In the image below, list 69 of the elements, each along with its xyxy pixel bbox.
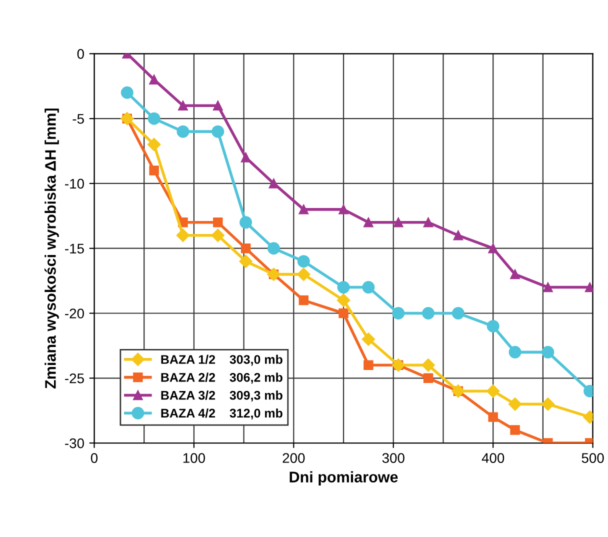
point: [240, 216, 252, 229]
point: [510, 269, 520, 280]
point: [362, 332, 376, 346]
point: [149, 166, 159, 176]
point: [362, 281, 375, 294]
point: [364, 218, 374, 228]
y-tick-label: -30: [65, 438, 84, 448]
x-tick-label: 0: [90, 453, 98, 463]
point: [423, 373, 434, 383]
point: [392, 307, 405, 320]
point: [120, 86, 134, 99]
point: [213, 218, 223, 228]
y-tick-label: 0: [77, 49, 84, 59]
point: [147, 138, 161, 152]
point: [423, 218, 434, 228]
point: [486, 384, 500, 398]
point: [297, 268, 310, 281]
point: [211, 228, 224, 242]
point: [486, 320, 500, 332]
legend-label: BAZA 1/2 303,0 mb: [161, 354, 282, 366]
x-tick-label: 400: [482, 453, 504, 463]
x-axis-title: Dni pomiarowe: [290, 471, 398, 486]
point: [541, 398, 555, 411]
point: [148, 112, 160, 125]
point: [176, 125, 190, 138]
point: [543, 282, 553, 292]
y-axis-title: Zmiana wysokości wyrobiska ΔH [mm]: [44, 108, 59, 389]
point: [508, 398, 522, 411]
point: [542, 346, 554, 358]
point: [338, 204, 348, 214]
y-tick-label: -10: [65, 178, 84, 189]
point: [240, 152, 251, 162]
point: [336, 294, 350, 307]
point: [240, 244, 251, 254]
y-tick-label: -15: [65, 244, 84, 254]
point: [267, 242, 280, 255]
point: [239, 254, 252, 268]
point: [422, 307, 435, 320]
y-tick-label: -25: [65, 373, 84, 384]
point: [364, 360, 374, 370]
point: [268, 178, 279, 188]
legend-label: BAZA 2/2 306,2 mb: [161, 372, 282, 384]
point: [394, 218, 404, 228]
point: [176, 228, 190, 242]
point: [584, 282, 593, 292]
point: [488, 244, 498, 254]
point: [338, 308, 348, 318]
point: [453, 230, 464, 240]
point: [298, 204, 308, 214]
legend-label: BAZA 3/2 309,3 mb: [161, 390, 282, 402]
point: [297, 255, 310, 268]
point: [212, 125, 224, 138]
point: [149, 74, 159, 85]
y-tick-label: -20: [65, 308, 84, 318]
legend-label: BAZA 4/2 312,0 mb: [161, 408, 282, 420]
point: [510, 425, 520, 435]
x-tick-label: 300: [382, 453, 404, 463]
point: [337, 281, 350, 294]
point: [488, 412, 498, 422]
point: [213, 100, 223, 110]
point: [422, 358, 435, 372]
x-tick-label: 100: [183, 453, 205, 463]
y-tick-label: -5: [72, 114, 84, 124]
point: [298, 295, 308, 306]
point: [508, 346, 522, 358]
point: [178, 100, 188, 110]
x-tick-label: 500: [582, 453, 604, 463]
point: [452, 307, 464, 320]
x-tick-label: 200: [282, 453, 305, 463]
